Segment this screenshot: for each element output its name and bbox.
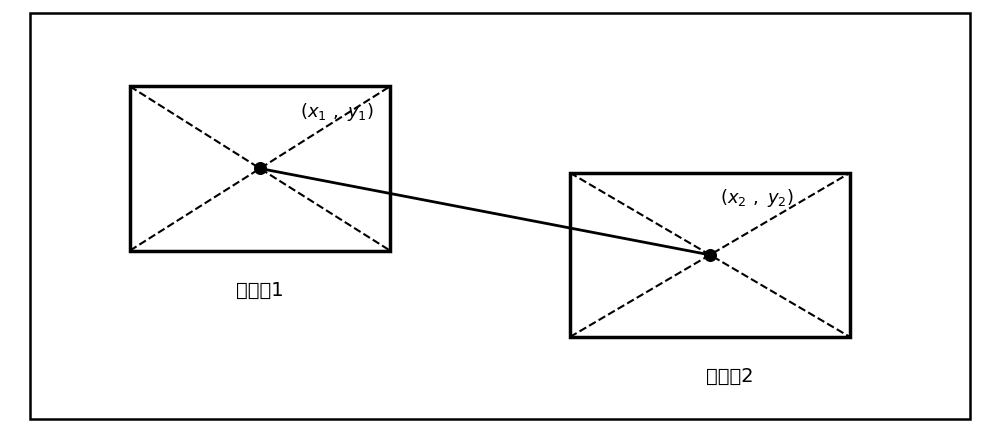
Text: $(x_2\ ,\ y_2)$: $(x_2\ ,\ y_2)$: [720, 187, 794, 209]
Text: $(x_1\ ,\ y_1)$: $(x_1\ ,\ y_1)$: [300, 101, 374, 123]
Bar: [570, 173, 850, 337]
Point: [252, 165, 268, 172]
Text: 检测框2: 检测框2: [706, 367, 754, 386]
Text: 检测框1: 检测框1: [236, 281, 284, 300]
Point: [702, 251, 718, 258]
Bar: [130, 86, 390, 251]
